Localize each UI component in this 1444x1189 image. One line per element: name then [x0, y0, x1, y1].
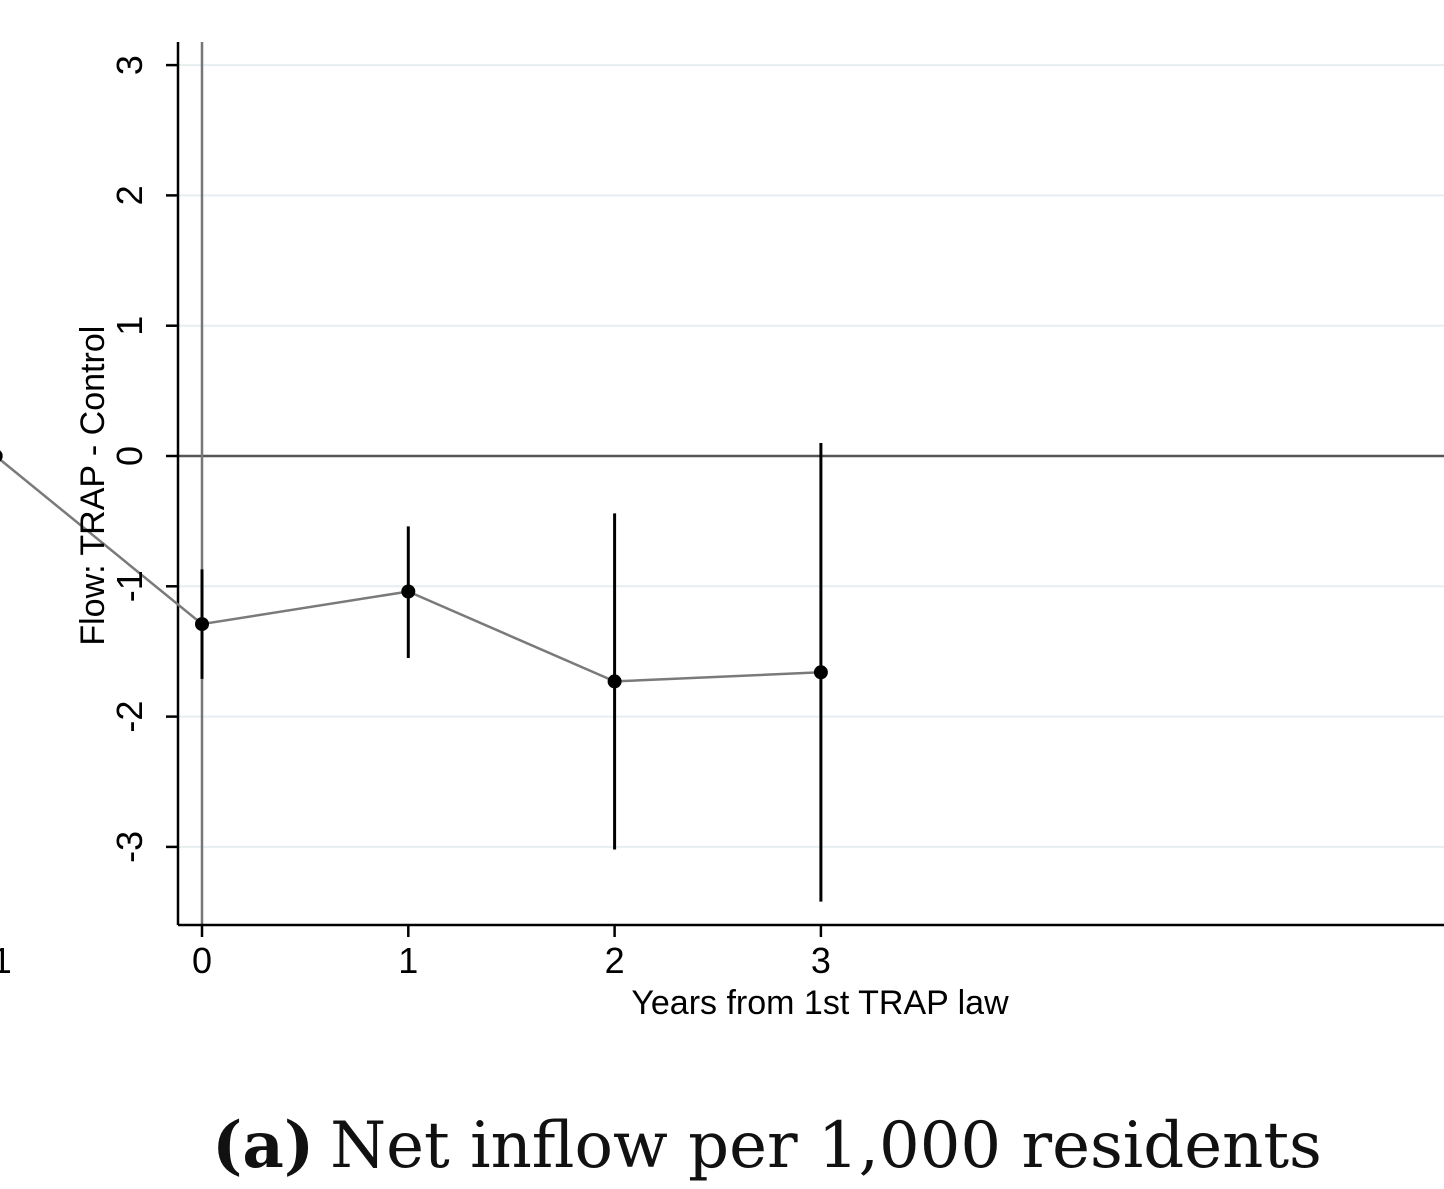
data-point	[0, 450, 3, 462]
x-tick-label: 0	[192, 940, 212, 981]
y-tick-label: 1	[109, 316, 150, 336]
y-tick-label: -1	[109, 570, 150, 602]
figure-caption: (a) Net inflow per 1,000 residents	[0, 1108, 1444, 1183]
reference-lines	[178, 42, 1444, 925]
data-point	[607, 674, 622, 689]
y-tick-label: -3	[109, 831, 150, 863]
x-tick-label: 1	[398, 940, 418, 981]
x-tick-label: 3	[811, 940, 831, 981]
data-point	[401, 584, 416, 599]
data-series	[0, 442, 828, 902]
series-line	[0, 457, 821, 683]
y-tick-label: -2	[109, 701, 150, 733]
y-axis-title: Flow: TRAP - Control	[74, 326, 112, 646]
caption-text: Net inflow per 1,000 residents	[330, 1109, 1322, 1183]
x-axis-title: Years from 1st TRAP law	[631, 984, 1009, 1022]
y-tick-label: 2	[109, 185, 150, 205]
y-tick-label: 3	[109, 55, 150, 75]
grid-lines	[178, 64, 1444, 848]
caption-label: (a)	[212, 1108, 315, 1183]
data-point	[195, 617, 209, 632]
y-tick-label: 0	[109, 446, 150, 466]
axes	[166, 42, 1444, 937]
x-tick-label: 2	[605, 940, 625, 981]
data-point	[813, 665, 828, 680]
x-tick-label: -1	[0, 940, 12, 981]
